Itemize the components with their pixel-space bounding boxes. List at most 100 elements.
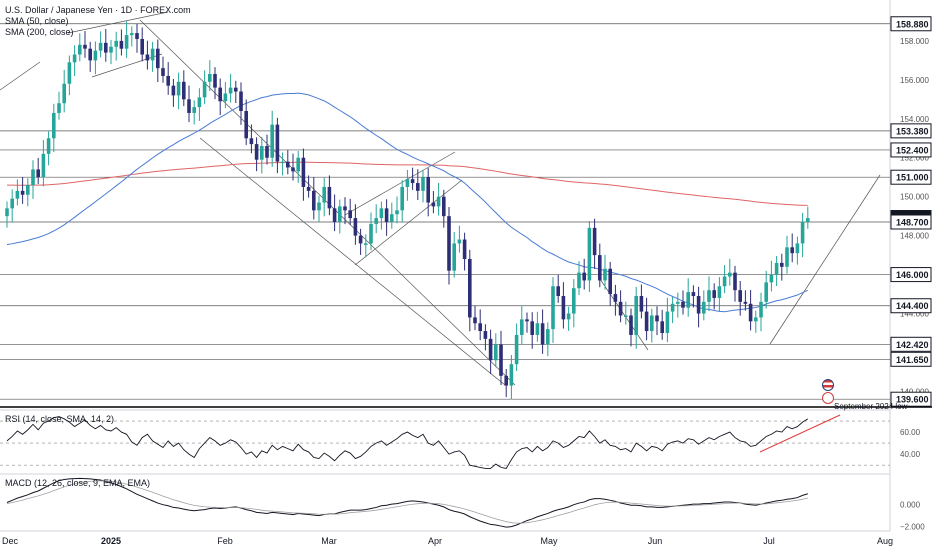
rsi-tick-label: 40.00 [900, 450, 921, 459]
time-tick-label: Mar [321, 536, 337, 546]
candle-body [104, 42, 108, 53]
chart-title[interactable]: U.S. Dollar / Japanese Yen · 1D · FOREX.… [5, 5, 191, 15]
candle-body [322, 186, 326, 203]
candle-body [468, 259, 472, 318]
candle-body [379, 208, 384, 219]
candle-body [780, 262, 784, 267]
economic-event-icon[interactable] [822, 392, 834, 404]
trendline [91, 53, 163, 78]
price-badge [890, 336, 932, 352]
macd-tick-label: −2.000 [900, 523, 925, 532]
price-tick-label: 144.000 [900, 310, 929, 319]
candle-body [681, 301, 685, 308]
candle-body [535, 323, 540, 335]
candle-body [733, 272, 737, 291]
candle-body [452, 243, 456, 271]
candle-body [556, 286, 560, 296]
candle-body [187, 99, 191, 113]
sma-50-line [6, 92, 808, 313]
candle-body [260, 146, 264, 160]
sma-50-path [6, 92, 808, 313]
candle-body [327, 186, 332, 209]
candle-body [639, 296, 644, 312]
macd-legend[interactable]: MACD (12, 26, close, 9, EMA, EMA) [5, 478, 151, 488]
candle-body [655, 315, 659, 322]
price-badge [890, 351, 932, 367]
time-tick-label: Jul [763, 536, 775, 546]
candle-body [650, 315, 654, 332]
candle-body [57, 103, 61, 113]
candle-body [166, 75, 170, 86]
time-tick-label: May [540, 536, 558, 546]
candle-body [738, 290, 742, 302]
candle-body [78, 44, 82, 55]
sma-50-legend[interactable]: SMA (50, close) [5, 16, 69, 26]
candle-body [98, 42, 103, 51]
candle-body [93, 50, 98, 61]
candle-body [514, 334, 519, 365]
time-tick-label: Aug [877, 536, 893, 546]
sma-200-legend[interactable]: SMA (200, close) [5, 27, 74, 37]
candle-body [374, 218, 378, 224]
price-badge [890, 16, 932, 32]
candle-body [634, 296, 638, 335]
candle-body [629, 315, 633, 335]
rsi-path [6, 416, 809, 469]
price-badge [890, 123, 932, 139]
candle-body [145, 54, 150, 61]
candle-body [618, 301, 623, 316]
candle-body [291, 167, 295, 172]
candle-body [52, 112, 56, 139]
candle-body [244, 111, 248, 139]
price-tick-label: 150.000 [900, 193, 929, 202]
candle-body [88, 48, 92, 61]
candle-body [5, 208, 9, 217]
candle-body [754, 317, 758, 322]
candle-body [436, 196, 441, 207]
candle-body [494, 344, 498, 361]
price-badge-label: 148.700 [896, 218, 929, 228]
candle-body [20, 190, 25, 195]
rsi-line [6, 416, 809, 469]
time-tick-label: Apr [428, 536, 442, 546]
candle-body [608, 268, 612, 295]
candle-body [26, 185, 30, 195]
candle-body [10, 198, 14, 209]
us-flag-event-icon[interactable] [822, 379, 834, 391]
candle-body [530, 321, 534, 335]
candle-body [478, 323, 482, 332]
price-badge-label: 144.400 [896, 301, 929, 311]
trendline [597, 275, 649, 351]
time-tick-label: Dec [2, 536, 19, 546]
candle-body [504, 375, 508, 386]
candle-body [795, 243, 800, 254]
candle-body [691, 292, 696, 296]
rsi-legend[interactable]: RSI (14, close, SMA, 14, 2) [5, 414, 115, 424]
candle-body [421, 177, 425, 191]
candle-body [202, 81, 207, 98]
price-badge [890, 142, 932, 158]
candle-body [301, 157, 306, 187]
candle-body [473, 317, 477, 324]
trendline [199, 137, 506, 386]
candle-body [670, 303, 675, 312]
candle-body [774, 262, 779, 275]
candle-body [249, 138, 254, 145]
candle-body [384, 208, 389, 222]
candle-body [182, 81, 186, 100]
candle-body [577, 272, 581, 289]
price-badge [890, 169, 932, 185]
candle-body [36, 169, 40, 178]
candle-body [358, 235, 363, 244]
price-badge-label: 158.880 [896, 19, 929, 29]
candle-body [696, 296, 701, 314]
candle-body [707, 290, 711, 302]
candle-body [603, 268, 607, 281]
candle-body [624, 315, 628, 317]
candle-body [270, 124, 274, 158]
rsi-reference-lines [0, 420, 890, 466]
candle-body [665, 311, 670, 333]
candle-body [114, 40, 118, 47]
price-badge [890, 267, 932, 283]
candle-body [462, 239, 467, 259]
